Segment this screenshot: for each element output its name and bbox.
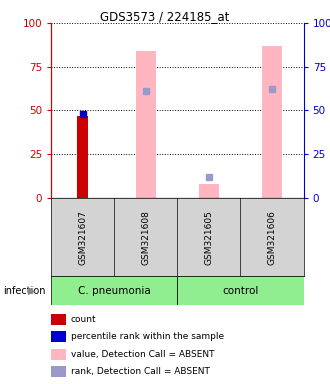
Text: GSM321607: GSM321607 — [78, 210, 87, 265]
Bar — [51, 349, 66, 359]
Text: control: control — [222, 286, 259, 296]
Text: GSM321606: GSM321606 — [268, 210, 277, 265]
Text: rank, Detection Call = ABSENT: rank, Detection Call = ABSENT — [71, 367, 210, 376]
Bar — [51, 314, 66, 325]
Bar — [199, 184, 219, 198]
Text: count: count — [71, 315, 97, 324]
Text: percentile rank within the sample: percentile rank within the sample — [71, 332, 224, 341]
Text: GSM321608: GSM321608 — [141, 210, 150, 265]
Bar — [262, 46, 282, 198]
Text: value, Detection Call = ABSENT: value, Detection Call = ABSENT — [71, 349, 214, 359]
Text: ▶: ▶ — [28, 286, 35, 296]
Bar — [77, 116, 88, 198]
Bar — [51, 366, 66, 377]
Bar — [51, 276, 178, 305]
Text: GSM321605: GSM321605 — [204, 210, 214, 265]
Bar — [51, 331, 66, 342]
Text: infection: infection — [3, 286, 46, 296]
Bar — [178, 276, 304, 305]
Bar — [136, 51, 156, 198]
Text: C. pneumonia: C. pneumonia — [78, 286, 150, 296]
Text: GDS3573 / 224185_at: GDS3573 / 224185_at — [100, 10, 230, 23]
